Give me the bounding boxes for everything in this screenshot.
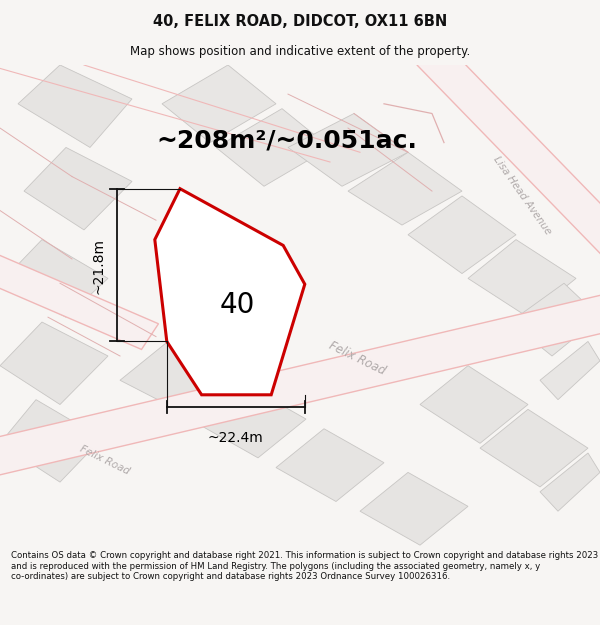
Text: Map shows position and indicative extent of the property.: Map shows position and indicative extent… (130, 46, 470, 59)
Polygon shape (18, 65, 132, 148)
Polygon shape (0, 322, 108, 404)
Text: Felix Road: Felix Road (326, 339, 388, 377)
Polygon shape (417, 46, 600, 269)
Polygon shape (155, 189, 305, 395)
Polygon shape (0, 246, 158, 349)
Polygon shape (216, 109, 330, 186)
Polygon shape (276, 429, 384, 501)
Polygon shape (0, 239, 108, 318)
Text: ~21.8m: ~21.8m (91, 238, 105, 294)
Polygon shape (420, 366, 528, 443)
Polygon shape (510, 283, 600, 356)
Polygon shape (468, 239, 576, 318)
Polygon shape (198, 385, 306, 458)
Polygon shape (360, 472, 468, 545)
Polygon shape (168, 259, 258, 327)
Polygon shape (0, 290, 600, 481)
Polygon shape (0, 399, 102, 482)
Polygon shape (348, 152, 462, 225)
Polygon shape (480, 409, 588, 487)
Text: 40, FELIX ROAD, DIDCOT, OX11 6BN: 40, FELIX ROAD, DIDCOT, OX11 6BN (153, 14, 447, 29)
Polygon shape (24, 148, 132, 230)
Polygon shape (120, 341, 234, 414)
Polygon shape (540, 453, 600, 511)
Polygon shape (408, 196, 516, 274)
Text: Lisa Head Avenue: Lisa Head Avenue (491, 155, 553, 237)
Text: Contains OS data © Crown copyright and database right 2021. This information is : Contains OS data © Crown copyright and d… (11, 551, 598, 581)
Text: 40: 40 (220, 291, 254, 319)
Text: Felix Road: Felix Road (79, 444, 131, 477)
Text: ~22.4m: ~22.4m (208, 431, 263, 445)
Polygon shape (288, 114, 408, 186)
Polygon shape (162, 65, 276, 142)
Polygon shape (540, 341, 600, 399)
Text: ~208m²/~0.051ac.: ~208m²/~0.051ac. (156, 128, 417, 152)
